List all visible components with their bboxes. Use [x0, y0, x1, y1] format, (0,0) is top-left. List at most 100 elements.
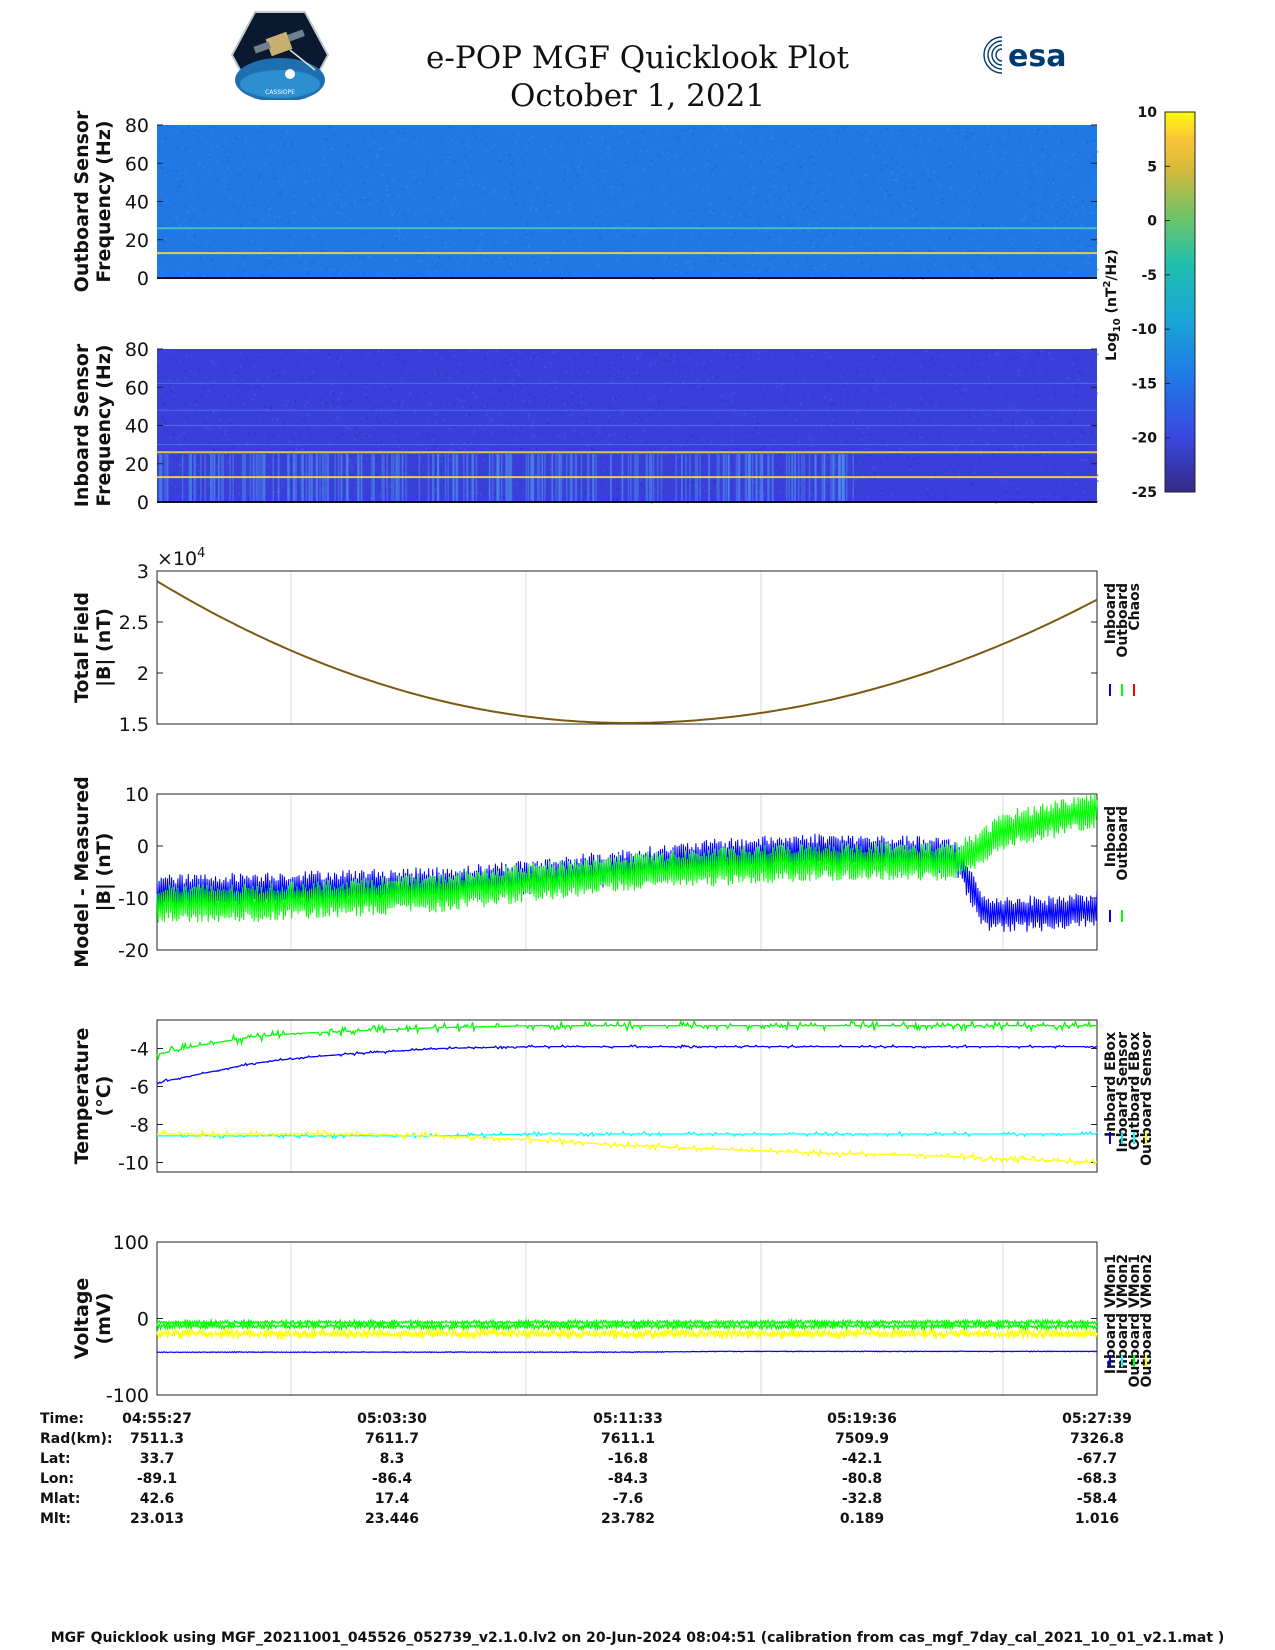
noise-pixel	[873, 477, 876, 480]
noise-pixel	[634, 155, 637, 158]
noise-pixel	[1021, 427, 1024, 430]
noise-pixel	[169, 230, 172, 233]
noise-pixel	[216, 384, 219, 387]
noise-pixel	[321, 452, 324, 455]
noise-pixel	[977, 171, 980, 174]
noise-pixel	[1023, 172, 1026, 175]
noise-pixel	[833, 134, 836, 137]
noise-pixel	[398, 230, 401, 233]
noise-pixel	[621, 183, 624, 186]
noise-pixel	[273, 249, 276, 252]
noise-pixel	[919, 268, 922, 271]
noise-pixel	[450, 420, 453, 423]
noise-pixel	[862, 474, 865, 477]
noise-pixel	[222, 368, 225, 371]
noise-pixel	[546, 421, 549, 424]
noise-pixel	[668, 439, 671, 442]
noise-pixel	[573, 429, 576, 432]
noise-pixel	[655, 352, 658, 355]
noise-pixel	[672, 498, 675, 501]
noise-pixel	[836, 260, 839, 263]
noise-pixel	[1068, 165, 1071, 168]
noise-pixel	[597, 427, 600, 430]
noise-pixel	[663, 203, 666, 206]
noise-pixel	[917, 257, 920, 260]
noise-pixel	[929, 129, 932, 132]
noise-pixel	[258, 387, 261, 390]
noise-pixel	[816, 234, 819, 237]
noise-pixel	[649, 352, 652, 355]
noise-pixel	[453, 197, 456, 200]
noise-pixel	[640, 483, 643, 486]
noise-pixel	[896, 133, 899, 136]
noise-pixel	[576, 183, 579, 186]
noise-pixel	[309, 396, 312, 399]
noise-pixel	[662, 223, 665, 226]
noise-pixel	[330, 406, 333, 409]
noise-pixel	[563, 403, 566, 406]
noise-pixel	[777, 369, 780, 372]
noise-pixel	[812, 250, 815, 253]
noise-pixel	[851, 182, 854, 185]
noise-pixel	[483, 208, 486, 211]
noise-pixel	[985, 352, 988, 355]
noise-pixel	[913, 187, 916, 190]
noise-pixel	[577, 195, 580, 198]
noise-pixel	[502, 496, 505, 499]
noise-pixel	[1039, 371, 1042, 374]
noise-pixel	[902, 187, 905, 190]
noise-pixel	[743, 213, 746, 216]
noise-pixel	[1007, 132, 1010, 135]
ylabel-4: Temperature (°C)	[71, 1028, 115, 1165]
noise-pixel	[545, 400, 548, 403]
noise-pixel	[842, 367, 845, 370]
noise-pixel	[1032, 423, 1035, 426]
noise-pixel	[1025, 354, 1028, 357]
noise-pixel	[875, 253, 878, 256]
noise-pixel	[610, 380, 613, 383]
noise-pixel	[388, 351, 391, 354]
noise-pixel	[743, 412, 746, 415]
info-cell: 0.189	[839, 1511, 885, 1527]
noise-pixel	[625, 250, 628, 253]
noise-pixel	[969, 483, 972, 486]
noise-pixel	[1086, 192, 1089, 195]
noise-pixel	[804, 486, 807, 489]
noise-pixel	[1039, 207, 1042, 210]
info-cell: 42.6	[139, 1491, 175, 1507]
noise-pixel	[234, 425, 237, 428]
noise-pixel	[1066, 440, 1069, 443]
noise-pixel	[1004, 469, 1007, 472]
noise-pixel	[257, 410, 260, 413]
noise-pixel	[704, 254, 707, 257]
noise-pixel	[247, 432, 250, 435]
noise-pixel	[409, 454, 412, 457]
noise-pixel	[340, 354, 343, 357]
noise-pixel	[498, 390, 501, 393]
noise-pixel	[1087, 262, 1090, 265]
noise-pixel	[778, 215, 781, 218]
noise-pixel	[868, 133, 871, 136]
noise-pixel	[846, 440, 849, 443]
noise-pixel	[226, 420, 229, 423]
noise-pixel	[1059, 416, 1062, 419]
noise-pixel	[295, 448, 298, 451]
noise-pixel	[632, 368, 635, 371]
noise-pixel	[227, 188, 230, 191]
noise-pixel	[806, 470, 809, 473]
noise-pixel	[690, 267, 693, 270]
noise-pixel	[489, 192, 492, 195]
noise-pixel	[983, 266, 986, 269]
legend-entry: Outboard Sensor	[1139, 1032, 1155, 1166]
noise-pixel	[1037, 207, 1040, 210]
noise-pixel	[351, 467, 354, 470]
noise-pixel	[311, 371, 314, 374]
noise-pixel	[1008, 218, 1011, 221]
noise-pixel	[213, 448, 216, 451]
ytick-label: 60	[125, 377, 149, 399]
noise-pixel	[284, 272, 287, 275]
noise-pixel	[453, 224, 456, 227]
noise-pixel	[549, 158, 552, 161]
noise-pixel	[521, 262, 524, 265]
noise-pixel	[694, 422, 697, 425]
